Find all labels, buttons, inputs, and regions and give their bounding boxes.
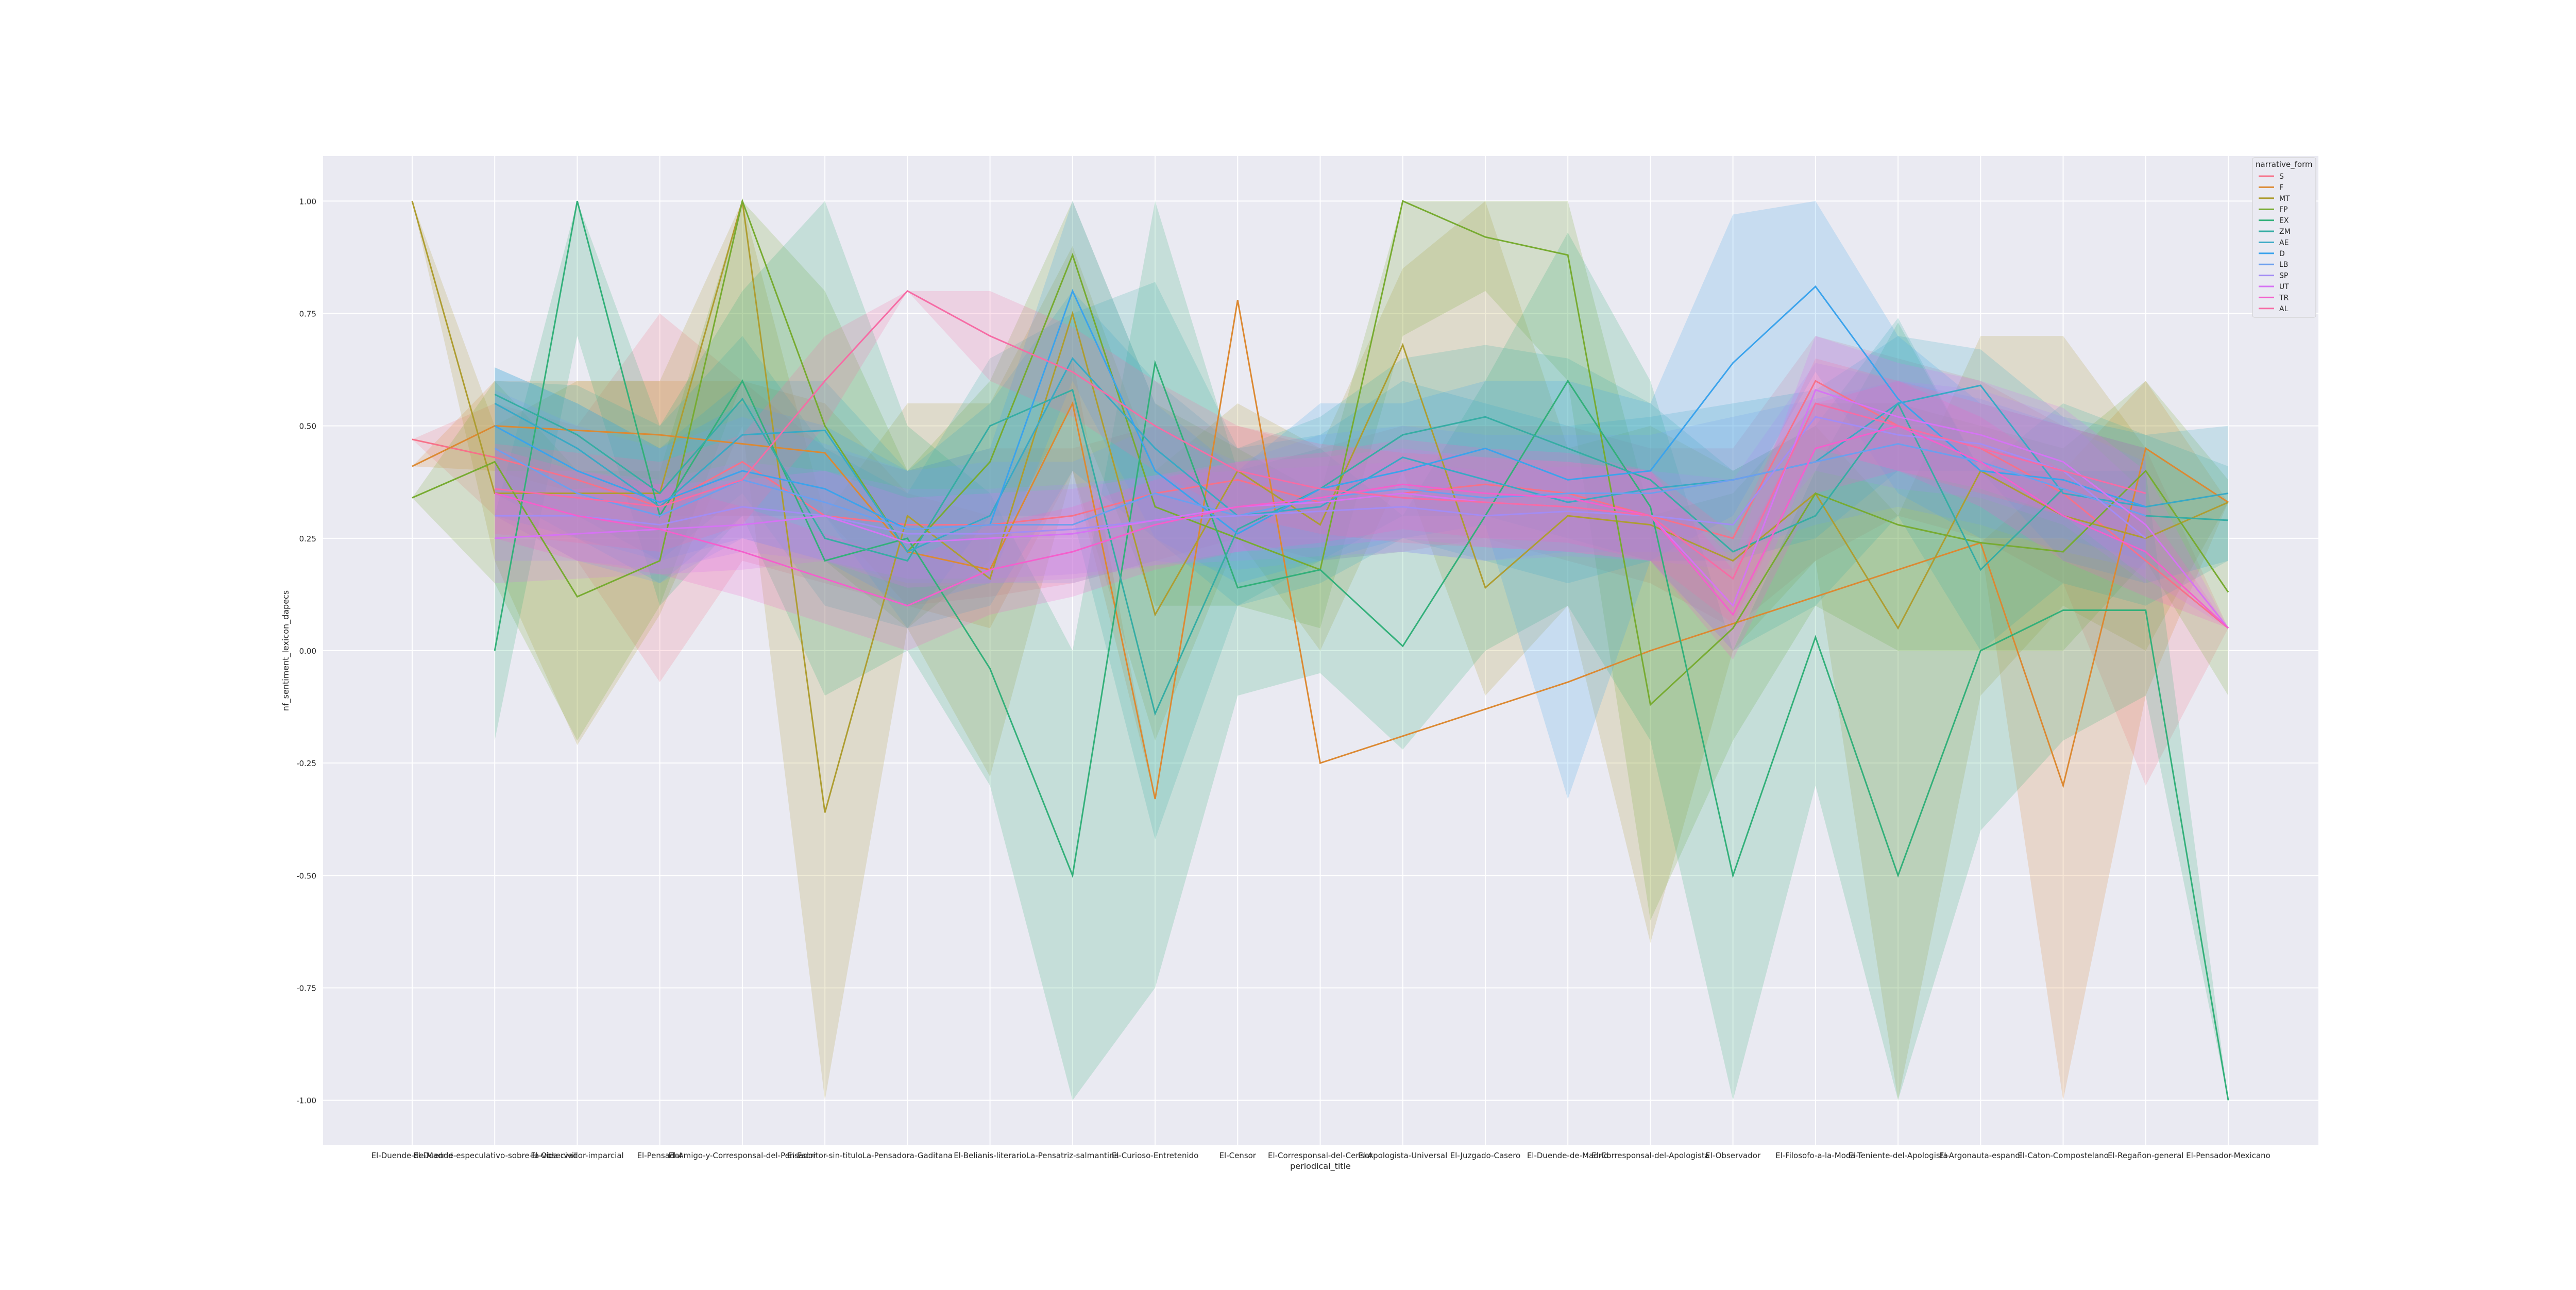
- x-tick-label: El-Corresponsal-del-Apologista: [1591, 1151, 1709, 1160]
- x-tick-label: El-Apologista-Universal: [1358, 1151, 1447, 1160]
- series-line-sp: [495, 416, 2146, 539]
- series-lines: [411, 198, 2229, 1100]
- series-line-ex: [494, 200, 2229, 1100]
- ci-band-zm: [495, 282, 2228, 840]
- y-tick-label: 0.00: [299, 647, 316, 656]
- x-tick-label: El-Escritor-sin-titulo: [787, 1151, 862, 1160]
- y-tick-labels: -1.00 -0.75 -0.50 -0.25 0.00 0.25 0.50 0.75 1.00: [296, 197, 316, 1105]
- confidence-bands: [412, 201, 2228, 1100]
- ci-band-fp: [412, 201, 2228, 921]
- x-tick-labels: El-Duende-de-MadridEl-Duende-especulativ…: [371, 1151, 2270, 1160]
- x-tick-label: El-Observador: [1705, 1151, 1761, 1160]
- legend-entry-al[interactable]: AL: [2279, 305, 2289, 313]
- x-tick-label: El-Duende-de-Madrid: [371, 1151, 453, 1160]
- legend-entry-ut[interactable]: UT: [2279, 283, 2289, 291]
- x-tick-label: El-Juzgado-Casero: [1450, 1151, 1521, 1160]
- series-line-al: [495, 290, 2146, 580]
- x-axis-label: periodical_title: [1290, 1161, 1351, 1172]
- ci-band-lb: [495, 381, 2146, 584]
- legend-entry-mt[interactable]: MT: [2279, 195, 2290, 203]
- legend-entry-d[interactable]: D: [2279, 250, 2285, 258]
- legend-entry-fp[interactable]: FP: [2279, 206, 2288, 214]
- y-tick-label: 0.50: [299, 422, 316, 431]
- series-line-tr: [494, 425, 2229, 629]
- x-tick-label: El-Duende-especulativo-sobre-la-vida-civ…: [413, 1151, 576, 1160]
- x-tick-label: El-Caton-Compostelano: [2018, 1151, 2109, 1160]
- x-tick-label: El-Teniente-del-Apologista: [1848, 1151, 1947, 1160]
- x-tick-label: El-Amigo-y-Corresponsal-del-Pensador: [669, 1151, 817, 1160]
- y-tick-label: 0.25: [299, 534, 316, 544]
- y-tick-label: 1.00: [299, 197, 316, 206]
- x-tick-label: El-Pensador-Mexicano: [2186, 1151, 2270, 1160]
- series-line-zm: [494, 388, 2229, 716]
- ci-band-f: [412, 300, 2228, 1100]
- x-tick-label: El-Curioso-Entretenido: [1112, 1151, 1199, 1160]
- legend-title: narrative_form: [2256, 160, 2313, 169]
- y-tick-label: -0.75: [296, 984, 316, 993]
- y-tick-label: -1.00: [296, 1096, 316, 1106]
- legend-entry-tr[interactable]: TR: [2279, 294, 2289, 302]
- legend-entry-ex[interactable]: EX: [2279, 217, 2289, 225]
- x-tick-label: El-Regañon-general: [2108, 1151, 2183, 1160]
- x-tick-label: El-Duende-de-Madrid: [1527, 1151, 1609, 1160]
- x-tick-label: El-Argonauta-espanol: [1939, 1151, 2022, 1160]
- y-tick-label: 0.75: [299, 309, 316, 318]
- x-tick-label: El-Censor: [1219, 1151, 1257, 1160]
- ci-band-mt: [412, 201, 2228, 1100]
- ci-band-ex: [495, 201, 2228, 1100]
- legend-entry-s[interactable]: S: [2279, 173, 2284, 181]
- x-tick-label: La-Pensadora-Gaditana: [862, 1151, 953, 1160]
- x-tick-label: El-Belianis-literario: [954, 1151, 1026, 1160]
- x-tick-label: El-Pensador: [637, 1151, 683, 1160]
- legend-entry-lb[interactable]: LB: [2279, 261, 2288, 269]
- ci-band-al: [495, 291, 2146, 624]
- series-line-mt: [411, 200, 2229, 813]
- legend[interactable]: narrative_form SF MT FP EX ZM AE D LB SP UT TR AL: [2252, 157, 2316, 318]
- x-tick-label: El-Observador-imparcial: [531, 1151, 624, 1160]
- series-line-ae: [494, 357, 2229, 553]
- x-tick-label: El-Corresponsal-del-Censor: [1268, 1151, 1373, 1160]
- ci-band-d: [495, 201, 2146, 800]
- legend-entry-f[interactable]: F: [2279, 183, 2283, 192]
- legend-entry-sp[interactable]: SP: [2279, 272, 2288, 280]
- legend-entry-zm[interactable]: ZM: [2279, 228, 2291, 236]
- y-tick-label: -0.50: [296, 871, 316, 880]
- ci-band-s: [412, 313, 2228, 786]
- x-tick-label: La-Pensatriz-salmantina: [1026, 1151, 1119, 1160]
- ci-band-ae: [495, 291, 2228, 629]
- y-axis-label: nf_sentiment_lexicon_dapecs: [281, 590, 291, 711]
- legend-entry-ae[interactable]: AE: [2279, 239, 2289, 247]
- ci-band-tr: [495, 381, 2228, 660]
- x-tick-label: El-Filosofo-a-la-Moda: [1775, 1151, 1855, 1160]
- y-tick-label: -0.25: [296, 759, 316, 768]
- series-line-ut: [495, 388, 2229, 629]
- series-line-f: [412, 300, 2229, 800]
- ci-band-sp: [495, 363, 2146, 584]
